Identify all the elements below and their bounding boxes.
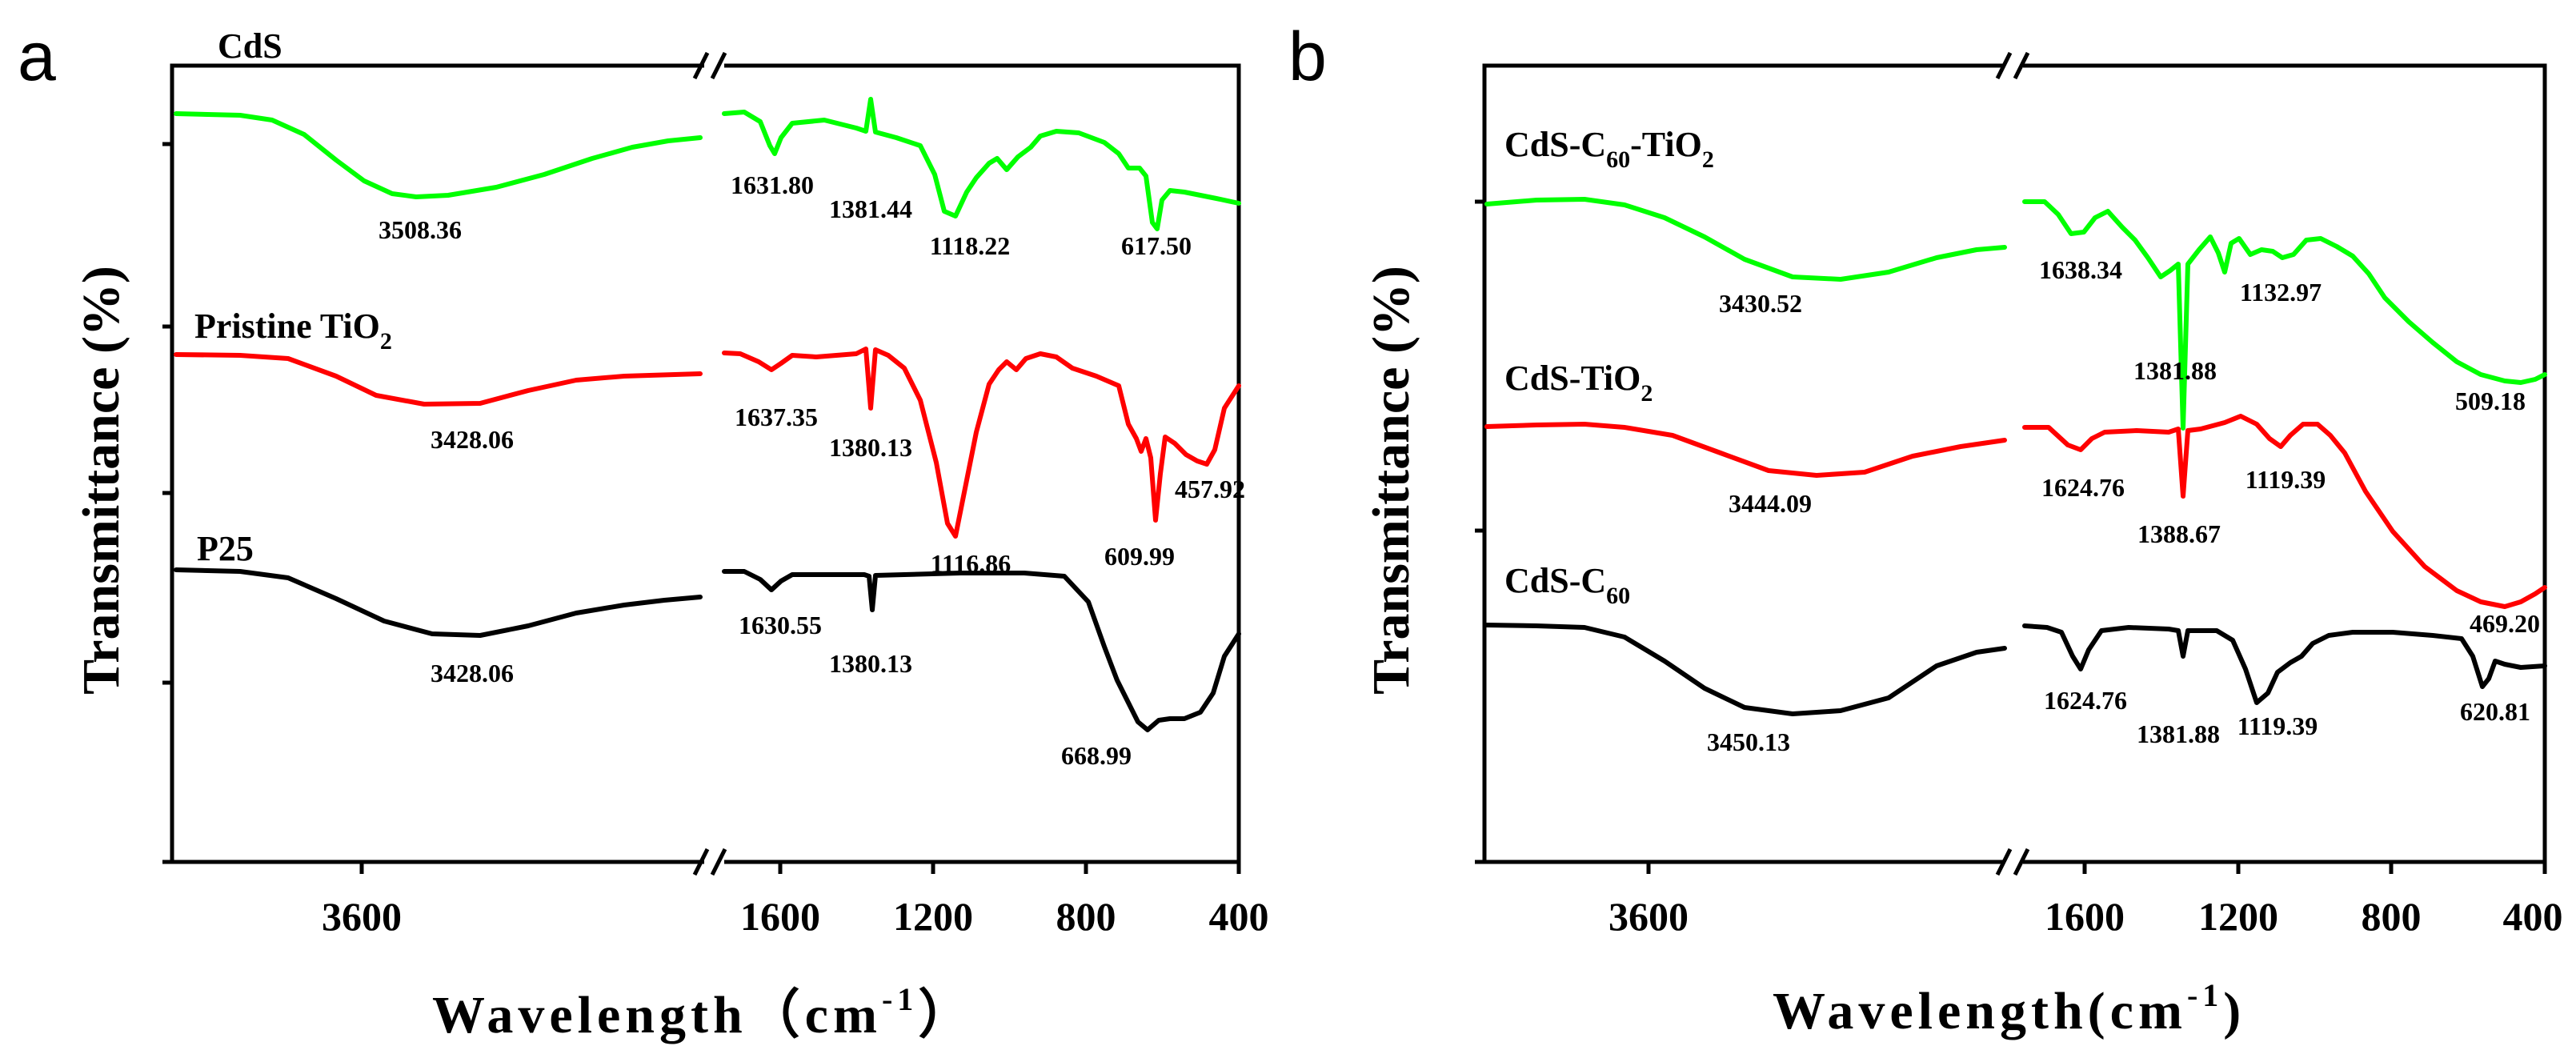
panel-a-xtick-800: 800 bbox=[1056, 894, 1116, 939]
panel-a-cds-peak-1: 3508.36 bbox=[379, 215, 462, 244]
panel-a-p25-peak-4: 668.99 bbox=[1061, 741, 1132, 770]
panel-a-axis-break-bottom bbox=[692, 848, 727, 876]
panel-b-x-ticks bbox=[1646, 862, 2547, 874]
panel-a-series-p25-curve bbox=[174, 567, 1241, 732]
panel-b-tio2-peak-2: 1624.76 bbox=[2041, 473, 2125, 502]
panel-b-series-cds-c60-curve bbox=[1484, 623, 2547, 716]
panel-a-ylabel: Transmittance (%) bbox=[72, 266, 130, 695]
panel-a-frame bbox=[170, 63, 1241, 864]
panel-a: a 3600 1600 1200 800 bbox=[18, 18, 1269, 1044]
panel-b-c60tio2-peak-1: 3430.52 bbox=[1719, 289, 1802, 318]
panel-b-letter: b bbox=[1288, 18, 1327, 95]
panel-b-xtick-1200: 1200 bbox=[2198, 894, 2278, 939]
panel-a-p25-peak-3: 1380.13 bbox=[829, 649, 912, 678]
panel-b-c60tio2-peak-3: 1381.88 bbox=[2133, 356, 2217, 385]
panel-a-xtick-1200: 1200 bbox=[893, 894, 973, 939]
panel-a-xtick-1600: 1600 bbox=[740, 894, 820, 939]
panel-a-y-ticks bbox=[162, 142, 172, 864]
panel-a-xtick-400: 400 bbox=[1209, 894, 1269, 939]
panel-a-cds-peak-4: 1118.22 bbox=[930, 231, 1010, 260]
panel-a-p25-peak-1: 3428.06 bbox=[431, 659, 514, 687]
panel-b-series-name-cds-c60-tio2: CdS-C60-TiO2 bbox=[1504, 125, 1714, 173]
panel-a-tio2-peak-2: 1637.35 bbox=[735, 403, 818, 431]
panel-b-ylabel: Transmittance (%) bbox=[1362, 266, 1420, 695]
panel-a-tio2-peak-1: 3428.06 bbox=[431, 425, 514, 454]
panel-b-frame bbox=[1482, 63, 2547, 864]
panel-a-series-name-cds: CdS bbox=[218, 26, 282, 66]
panel-a-series-name-p25: P25 bbox=[197, 529, 254, 568]
panel-a-series-cds-curve bbox=[174, 97, 1241, 231]
panel-b-c60-peak-2: 1624.76 bbox=[2044, 686, 2127, 715]
panel-a-p25-peak-2: 1630.55 bbox=[739, 611, 822, 639]
panel-b-xtick-800: 800 bbox=[2362, 894, 2422, 939]
panel-a-cds-peak-5: 617.50 bbox=[1121, 231, 1192, 260]
panel-b-series-name-cds-tio2: CdS-TiO2 bbox=[1504, 359, 1653, 407]
panel-a-tio2-peak-3: 1380.13 bbox=[829, 433, 912, 462]
panel-a-cds-peak-2: 1631.80 bbox=[731, 170, 814, 199]
panel-b-xtick-400: 400 bbox=[2503, 894, 2563, 939]
panel-b-c60-peak-4: 1119.39 bbox=[2237, 711, 2318, 740]
panel-b-series-name-cds-c60: CdS-C60 bbox=[1504, 561, 1630, 609]
panel-a-x-ticks bbox=[359, 862, 1241, 874]
panel-b-series-cds-c60-tio2-curve bbox=[1484, 197, 2547, 431]
panel-a-tio2-peak-5: 609.99 bbox=[1104, 542, 1175, 571]
panel-a-axis-break-top bbox=[692, 51, 727, 80]
panel-a-xlabel: Wavelength（cm-1） bbox=[432, 981, 976, 1044]
panel-a-letter: a bbox=[18, 18, 56, 95]
panel-b-tio2-peak-4: 1119.39 bbox=[2245, 465, 2326, 494]
panel-b-y-ticks bbox=[1475, 199, 1484, 864]
panel-b-c60tio2-peak-5: 509.18 bbox=[2455, 387, 2526, 415]
panel-b-tio2-peak-5: 469.20 bbox=[2470, 609, 2540, 638]
panel-b-xtick-3600: 3600 bbox=[1608, 894, 1689, 939]
panel-a-xtick-3600: 3600 bbox=[322, 894, 402, 939]
panel-b-c60tio2-peak-2: 1638.34 bbox=[2039, 255, 2122, 284]
panel-a-tio2-peak-6: 457.92 bbox=[1175, 475, 1245, 503]
panel-b-xtick-1600: 1600 bbox=[2045, 894, 2125, 939]
panel-b-tio2-peak-3: 1388.67 bbox=[2137, 519, 2221, 548]
panel-b-c60-peak-1: 3450.13 bbox=[1707, 727, 1790, 756]
panel-a-tio2-peak-4: 1116.86 bbox=[931, 549, 1011, 578]
panel-b-xlabel: Wavelength(cm-1) bbox=[1773, 977, 2245, 1040]
panel-a-series-pristine-tio2-curve bbox=[174, 347, 1241, 539]
panel-a-series-name-pristine-tio2: Pristine TiO2 bbox=[194, 307, 392, 355]
panel-b-tio2-peak-1: 3444.09 bbox=[1729, 489, 1812, 518]
panel-b-axis-break-top bbox=[1995, 51, 2030, 80]
panel-b-c60-peak-3: 1381.88 bbox=[2137, 719, 2220, 748]
panel-b-c60-peak-5: 620.81 bbox=[2460, 697, 2530, 726]
panel-b-c60tio2-peak-4: 1132.97 bbox=[2240, 278, 2322, 307]
panel-a-cds-peak-3: 1381.44 bbox=[829, 194, 912, 223]
panel-b-series-cds-tio2-curve bbox=[1484, 414, 2547, 609]
panel-b: b 3600 1600 1200 800 400 Wavelength(cm-1… bbox=[1288, 18, 2563, 1040]
panel-b-axis-break-bottom bbox=[1995, 848, 2030, 876]
